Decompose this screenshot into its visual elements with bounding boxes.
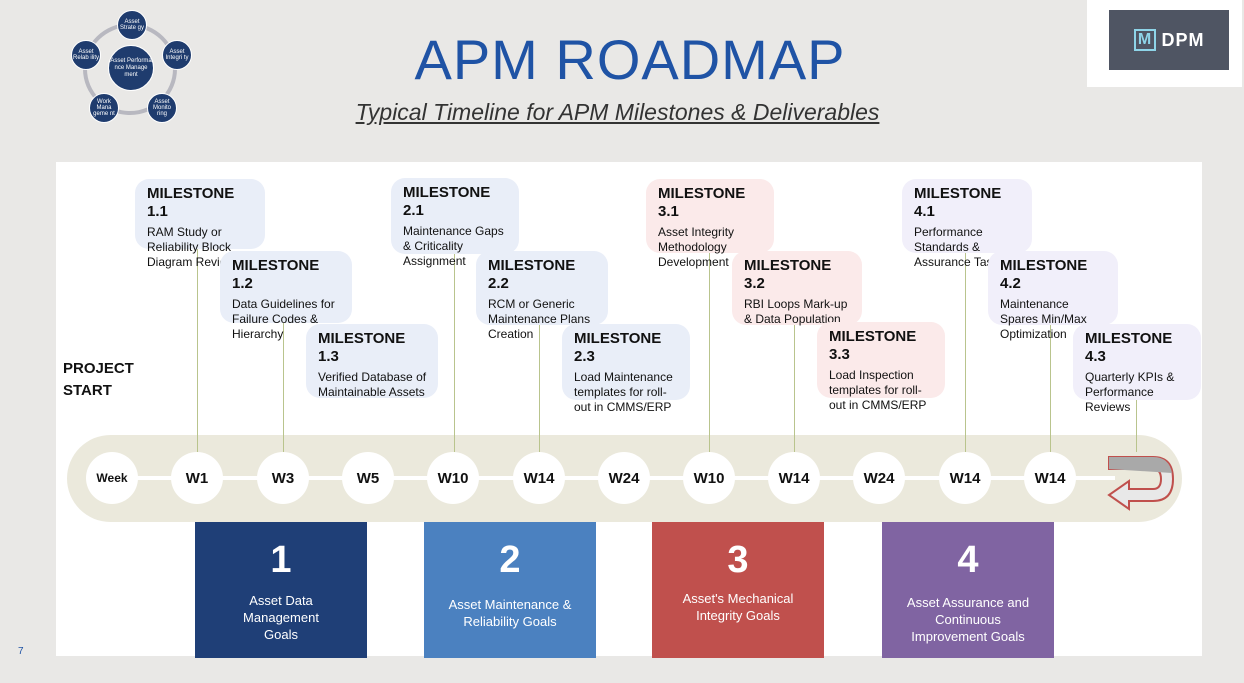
connector-line <box>1136 398 1137 452</box>
milestone-title: MILESTONE 1.3 <box>318 330 406 365</box>
wheel-node-work-management: Work Mana geme nt <box>89 93 119 123</box>
connector-line <box>197 248 198 452</box>
milestone-text: RCM or Generic Maintenance Plans Creatio… <box>488 297 591 341</box>
connector-line <box>454 252 455 452</box>
week-node-w14: W14 <box>1024 452 1076 504</box>
milestone-3-2: MILESTONE 3.2 RBI Loops Mark-up & Data P… <box>732 251 862 326</box>
milestone-2-2: MILESTONE 2.2 RCM or Generic Maintenance… <box>476 251 608 341</box>
apm-wheel-graphic: Asset Performa nce Manage ment Asset Str… <box>65 10 195 128</box>
milestone-title: MILESTONE 4.2 <box>1000 257 1088 292</box>
milestone-1-1: MILESTONE 1.1 RAM Study or Reliability B… <box>135 179 265 269</box>
milestone-text: Load Maintenance templates for roll-out … <box>574 370 673 414</box>
milestone-3-3: MILESTONE 3.3 Load Inspection templates … <box>817 322 945 412</box>
milestone-text: Data Guidelines for Failure Codes & Hier… <box>232 297 335 341</box>
milestone-4-2: MILESTONE 4.2 Maintenance Spares Min/Max… <box>988 251 1118 341</box>
goal-text: Asset Data Management Goals <box>243 593 319 642</box>
week-node-w14: W14 <box>768 452 820 504</box>
connector-line <box>965 252 966 452</box>
wheel-center-node: Asset Performa nce Manage ment <box>108 45 154 91</box>
milestone-text: RBI Loops Mark-up & Data Population <box>744 297 848 326</box>
milestone-1-3: MILESTONE 1.3 Verified Database of Maint… <box>306 324 438 399</box>
page-number: 7 <box>18 646 24 657</box>
week-node-w10: W10 <box>427 452 479 504</box>
milestone-title: MILESTONE 2.2 <box>488 257 576 292</box>
return-arrow-icon <box>1107 456 1175 511</box>
milestone-2-3: MILESTONE 2.3 Load Maintenance templates… <box>562 324 690 414</box>
milestone-4-3: MILESTONE 4.3 Quarterly KPIs & Performan… <box>1073 324 1201 414</box>
week-node-w14: W14 <box>939 452 991 504</box>
goal-number: 1 <box>270 539 292 581</box>
milestone-title: MILESTONE 3.3 <box>829 328 917 363</box>
milestone-3-1: MILESTONE 3.1 Asset Integrity Methodolog… <box>646 179 774 269</box>
connector-line <box>709 252 710 452</box>
goal-number: 4 <box>957 539 979 581</box>
milestone-title: MILESTONE 1.1 <box>147 185 235 220</box>
milestone-text: Maintenance Gaps & Criticality Assignmen… <box>403 224 504 268</box>
wheel-node-reliability: Asset Relab ility <box>71 40 101 70</box>
week-node-w24: W24 <box>853 452 905 504</box>
wheel-node-integrity: Asset Integri ty <box>162 40 192 70</box>
goal-number: 3 <box>727 539 749 581</box>
wheel-node-strategy: Asset Strate gy <box>117 10 147 40</box>
connector-line <box>283 322 284 452</box>
week-node-w5: W5 <box>342 452 394 504</box>
milestone-title: MILESTONE 4.3 <box>1085 330 1173 365</box>
milestone-text: RAM Study or Reliability Block Diagram R… <box>147 225 236 269</box>
milestone-4-1: MILESTONE 4.1 Performance Standards & As… <box>902 179 1032 269</box>
week-node-w3: W3 <box>257 452 309 504</box>
goal-number: 2 <box>499 539 521 581</box>
goal-text: Asset's Mechanical Integrity Goals <box>682 591 794 623</box>
goal-text: Asset Maintenance & Reliability Goals <box>448 597 572 629</box>
milestone-text: Asset Integrity Methodology Development <box>658 225 735 269</box>
week-node-w24: W24 <box>598 452 650 504</box>
milestone-text: Maintenance Spares Min/Max Optimization <box>1000 297 1087 341</box>
milestone-title: MILESTONE 3.2 <box>744 257 832 292</box>
milestone-title: MILESTONE 3.1 <box>658 185 746 220</box>
week-node-w14: W14 <box>513 452 565 504</box>
connector-line <box>794 324 795 452</box>
week-node-w10: W10 <box>683 452 735 504</box>
milestone-title: MILESTONE 4.1 <box>914 185 1002 220</box>
connector-line <box>1050 324 1051 452</box>
milestone-text: Verified Database of Maintainable Assets <box>318 370 427 399</box>
logo-text: DPM <box>1161 29 1205 50</box>
week-node-label: Week <box>86 452 138 504</box>
week-node-w1: W1 <box>171 452 223 504</box>
milestone-title: MILESTONE 2.3 <box>574 330 662 365</box>
goal-text: Asset Assurance and Continuous Improveme… <box>906 595 1030 644</box>
project-start-label: PROJECT START <box>63 358 134 402</box>
wheel-node-monitoring: Asset Monito ring <box>147 93 177 123</box>
milestone-title: MILESTONE 2.1 <box>403 184 491 219</box>
logo-badge: M DPM <box>1109 10 1229 70</box>
logo-mark-icon: M <box>1133 29 1156 51</box>
milestone-title: MILESTONE 1.2 <box>232 257 320 292</box>
milestone-text: Performance Standards & Assurance Tasks <box>914 225 1005 269</box>
milestone-text: Quarterly KPIs & Performance Reviews <box>1085 370 1175 414</box>
logo: M DPM <box>1087 0 1242 87</box>
project-start-line-1: PROJECT <box>63 360 134 377</box>
project-start-line-2: START <box>63 382 112 399</box>
page-subtitle: Typical Timeline for APM Milestones & De… <box>355 99 880 125</box>
milestone-text: Load Inspection templates for roll-out i… <box>829 368 927 412</box>
connector-line <box>539 324 540 452</box>
page-title: APM ROADMAP <box>414 28 846 91</box>
milestone-1-2: MILESTONE 1.2 Data Guidelines for Failur… <box>220 251 352 341</box>
milestone-2-1: MILESTONE 2.1 Maintenance Gaps & Critica… <box>391 178 519 268</box>
